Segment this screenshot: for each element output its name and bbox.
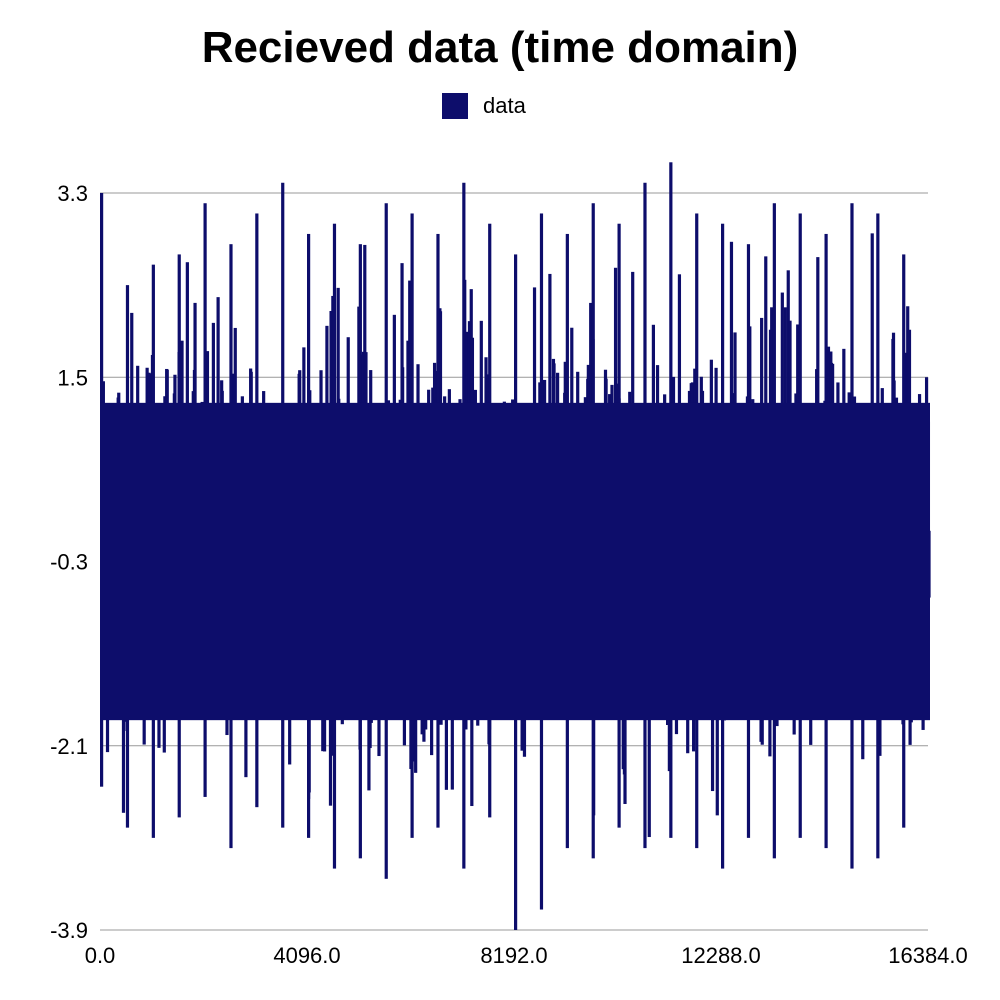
- data-bar-peak: [384, 203, 388, 531]
- data-bar-peak: [539, 530, 544, 910]
- data-bar-peak: [746, 244, 751, 531]
- data-bar-peak: [514, 254, 518, 531]
- data-bar-peak: [617, 223, 621, 531]
- data-bar-peak: [539, 213, 544, 531]
- data-bar-peak: [721, 223, 725, 531]
- y-tick-label: -3.9: [50, 918, 88, 943]
- data-bar: [729, 241, 734, 531]
- data-bar-peak: [177, 254, 181, 531]
- y-tick-label: -0.3: [50, 550, 88, 575]
- data-bar-peak: [358, 244, 362, 531]
- x-tick-label: 4096.0: [273, 943, 340, 968]
- y-tick-label: 3.3: [57, 181, 88, 206]
- data-bar: [548, 273, 552, 531]
- legend-swatch-data: [442, 93, 468, 119]
- data-bar-peak: [824, 233, 828, 531]
- data-bar: [677, 274, 682, 531]
- data-bar: [631, 271, 635, 531]
- data-bar-peak: [772, 203, 776, 531]
- data-bar: [816, 257, 820, 531]
- x-tick-label: 12288.0: [681, 943, 761, 968]
- data-bar-peak: [876, 213, 880, 531]
- data-bar-peak: [332, 223, 337, 531]
- data-bar-peak: [902, 254, 906, 531]
- data-bar-peak: [462, 182, 466, 531]
- data-bar-peak: [695, 213, 699, 531]
- data-bar-peak: [229, 244, 233, 531]
- x-axis-ticks: 0.0 4096.0 8192.0 12288.0 16384.0: [85, 943, 968, 968]
- y-tick-label: 1.5: [57, 365, 88, 390]
- data-dense-core: [100, 402, 930, 721]
- data-bar-peak: [281, 182, 285, 531]
- series-data-bars: [100, 162, 931, 930]
- data-bar-peak: [410, 213, 414, 531]
- data-bar-peak: [100, 193, 104, 531]
- chart-title: Recieved data (time domain): [202, 23, 799, 72]
- x-tick-label: 0.0: [85, 943, 116, 968]
- y-tick-label: -2.1: [50, 734, 88, 759]
- x-tick-label: 16384.0: [888, 943, 968, 968]
- data-bar-peak: [203, 203, 207, 531]
- legend-label-data: data: [483, 93, 527, 118]
- data-bar: [870, 233, 874, 531]
- data-bar-peak: [151, 264, 155, 531]
- data-bar-peak: [643, 182, 647, 531]
- data-bar-peak: [591, 203, 595, 531]
- data-bar-peak: [307, 233, 311, 531]
- data-bar-peak: [436, 233, 440, 531]
- data-bar-peak: [565, 233, 569, 531]
- data-bar-peak: [514, 530, 518, 930]
- data-bar-peak: [798, 213, 802, 531]
- data-bar-peak: [488, 223, 492, 531]
- y-axis-ticks: 3.3 1.5 -0.3 -2.1 -3.9: [50, 181, 88, 943]
- x-tick-label: 8192.0: [480, 943, 547, 968]
- data-bar-peak: [850, 203, 854, 531]
- data-bar: [764, 256, 768, 531]
- data-bar-peak: [669, 162, 673, 531]
- data-bar-peak: [255, 213, 259, 531]
- legend: data: [442, 93, 527, 119]
- data-bar: [185, 262, 189, 531]
